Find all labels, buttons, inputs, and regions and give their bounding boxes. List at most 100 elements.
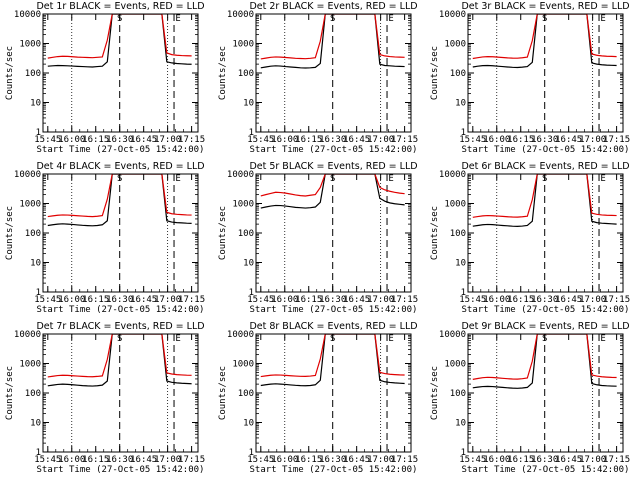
panel-title: Det 8r BLACK = Events, RED = LLD xyxy=(249,321,417,332)
plot-frame xyxy=(467,13,624,133)
x-axis-label: Start Time (27-Oct-05 15:42:00) xyxy=(37,465,205,475)
panel-title: Det 1r BLACK = Events, RED = LLD xyxy=(36,1,204,12)
x-tick-label: 17:00 xyxy=(367,135,394,145)
panel-det-5: Det 5r BLACK = Events, RED = LLDSE110100… xyxy=(218,161,418,315)
series-lld-line xyxy=(47,334,192,378)
x-axis-label: Start Time (27-Oct-05 15:42:00) xyxy=(250,145,418,155)
x-tick-label: 17:15 xyxy=(178,135,205,145)
panel-title: Det 4r BLACK = Events, RED = LLD xyxy=(36,161,204,172)
x-tick-label: 16:15 xyxy=(295,295,322,305)
y-tick-label: 1 xyxy=(36,448,41,458)
x-tick-label: 17:15 xyxy=(178,455,205,465)
panel-title: Det 6r BLACK = Events, RED = LLD xyxy=(461,161,629,172)
panel-det-7: Det 7r BLACK = Events, RED = LLDSE110100… xyxy=(5,321,205,475)
end-marker-label: E xyxy=(600,334,605,344)
x-tick-label: 16:00 xyxy=(58,295,85,305)
series-events-line xyxy=(260,174,405,209)
end-marker-label: E xyxy=(175,334,180,344)
x-tick-label: 16:45 xyxy=(555,135,582,145)
y-tick-label: 1 xyxy=(461,288,466,298)
panel-det-2: Det 2r BLACK = Events, RED = LLDSE110100… xyxy=(218,1,418,155)
x-tick-label: 17:00 xyxy=(579,135,606,145)
x-tick-label: 16:45 xyxy=(130,135,157,145)
y-tick-label: 100 xyxy=(238,69,254,79)
x-tick-label: 17:15 xyxy=(178,295,205,305)
y-tick-label: 100 xyxy=(25,69,41,79)
y-axis-label: Counts/sec xyxy=(5,366,15,420)
x-tick-label: 16:15 xyxy=(507,295,534,305)
x-axis-label: Start Time (27-Oct-05 15:42:00) xyxy=(37,145,205,155)
x-tick-label: 16:45 xyxy=(343,455,370,465)
y-tick-label: 10000 xyxy=(227,170,254,180)
x-tick-label: 16:00 xyxy=(271,455,298,465)
x-tick-label: 16:45 xyxy=(130,455,157,465)
x-tick-label: 16:30 xyxy=(106,135,133,145)
series-lld-line xyxy=(472,334,617,380)
series-events-line xyxy=(47,334,192,387)
y-tick-label: 1 xyxy=(36,128,41,138)
panel-det-9: Det 9r BLACK = Events, RED = LLDSE110100… xyxy=(430,321,630,475)
x-tick-label: 15:45 xyxy=(459,455,486,465)
y-tick-label: 10 xyxy=(30,99,41,109)
y-tick-label: 1000 xyxy=(19,40,41,50)
series-lld-line xyxy=(260,174,405,197)
x-axis-label: Start Time (27-Oct-05 15:42:00) xyxy=(462,305,630,315)
x-tick-label: 16:30 xyxy=(106,295,133,305)
y-axis-label: Counts/sec xyxy=(430,366,440,420)
plot-frame xyxy=(255,13,412,133)
y-tick-label: 100 xyxy=(238,389,254,399)
x-tick-label: 17:00 xyxy=(154,135,181,145)
y-tick-label: 10 xyxy=(30,419,41,429)
y-tick-label: 1000 xyxy=(444,40,466,50)
x-tick-label: 15:45 xyxy=(34,295,61,305)
y-axis-label: Counts/sec xyxy=(218,206,228,260)
x-tick-label: 17:00 xyxy=(367,455,394,465)
x-tick-label: 16:15 xyxy=(507,455,534,465)
x-tick-label: 16:30 xyxy=(319,455,346,465)
x-tick-label: 15:45 xyxy=(247,135,274,145)
panel-title: Det 5r BLACK = Events, RED = LLD xyxy=(249,161,417,172)
series-events-line xyxy=(472,174,617,227)
series-events-line xyxy=(472,14,617,69)
y-tick-label: 1 xyxy=(249,128,254,138)
x-tick-label: 17:15 xyxy=(391,295,418,305)
series-events-line xyxy=(260,334,405,387)
panel-title: Det 9r BLACK = Events, RED = LLD xyxy=(461,321,629,332)
series-events-line xyxy=(260,14,405,69)
y-tick-label: 100 xyxy=(238,229,254,239)
x-tick-label: 17:00 xyxy=(154,295,181,305)
x-axis-label: Start Time (27-Oct-05 15:42:00) xyxy=(462,465,630,475)
y-axis-label: Counts/sec xyxy=(430,206,440,260)
x-tick-label: 17:15 xyxy=(391,455,418,465)
series-events-line xyxy=(472,334,617,389)
x-tick-label: 16:15 xyxy=(82,135,109,145)
x-tick-label: 17:15 xyxy=(603,295,630,305)
y-tick-label: 10 xyxy=(455,419,466,429)
x-tick-label: 16:15 xyxy=(82,295,109,305)
end-marker-label: E xyxy=(175,14,180,24)
plot-frame xyxy=(42,173,199,293)
y-tick-label: 10000 xyxy=(227,330,254,340)
y-tick-label: 10 xyxy=(243,419,254,429)
y-tick-label: 10 xyxy=(455,99,466,109)
y-tick-label: 10000 xyxy=(14,330,41,340)
x-tick-label: 16:30 xyxy=(319,135,346,145)
x-tick-label: 16:30 xyxy=(106,455,133,465)
y-tick-label: 1000 xyxy=(19,200,41,210)
y-tick-label: 1000 xyxy=(232,40,254,50)
x-tick-label: 16:00 xyxy=(58,455,85,465)
plot-frame xyxy=(42,13,199,133)
x-tick-label: 16:15 xyxy=(507,135,534,145)
end-marker-label: E xyxy=(175,174,180,184)
y-tick-label: 1 xyxy=(461,448,466,458)
panel-title: Det 7r BLACK = Events, RED = LLD xyxy=(36,321,204,332)
end-marker-label: E xyxy=(388,174,393,184)
y-axis-label: Counts/sec xyxy=(5,206,15,260)
panel-det-3: Det 3r BLACK = Events, RED = LLDSE110100… xyxy=(430,1,630,155)
x-tick-label: 16:00 xyxy=(483,295,510,305)
y-tick-label: 10000 xyxy=(14,10,41,20)
x-tick-label: 17:15 xyxy=(603,455,630,465)
panel-det-6: Det 6r BLACK = Events, RED = LLDSE110100… xyxy=(430,161,630,315)
x-tick-label: 17:15 xyxy=(603,135,630,145)
